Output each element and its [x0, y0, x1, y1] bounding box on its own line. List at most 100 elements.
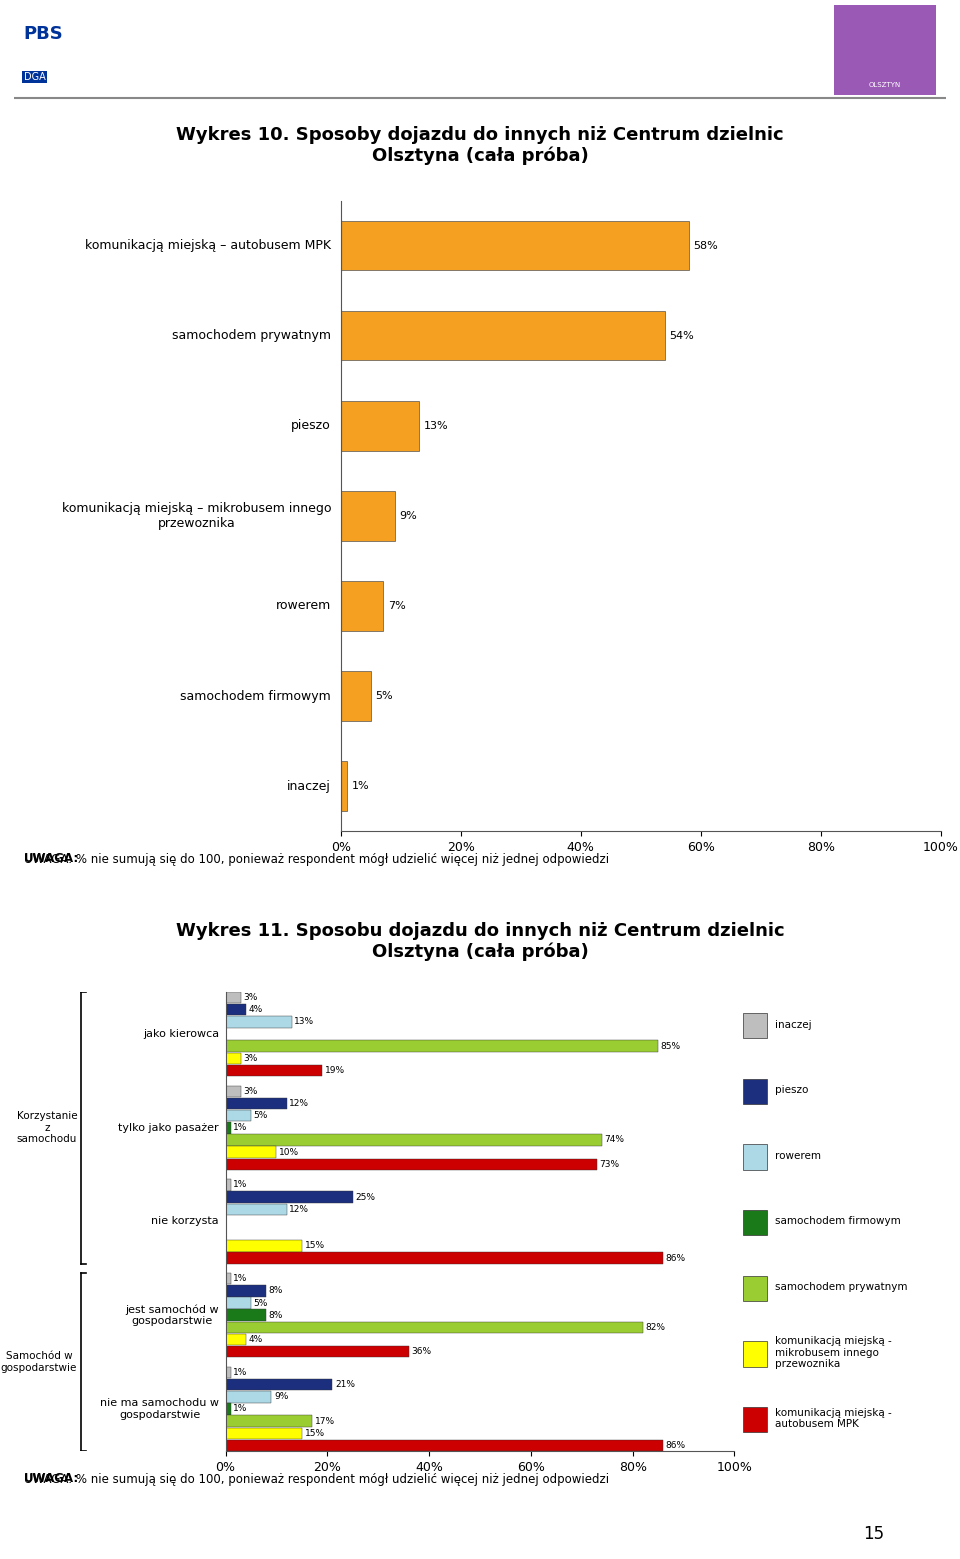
- Text: rowerem: rowerem: [276, 600, 331, 613]
- Text: OLSZTYN: OLSZTYN: [869, 83, 901, 87]
- Text: 1%: 1%: [233, 1124, 248, 1132]
- Text: samochodem firmowym: samochodem firmowym: [180, 689, 331, 703]
- Bar: [743, 1144, 767, 1169]
- Bar: [743, 1341, 767, 1367]
- Text: komunikacją miejską – autobusem MPK: komunikacją miejską – autobusem MPK: [85, 239, 331, 253]
- Text: 15%: 15%: [304, 1428, 324, 1437]
- Text: 19%: 19%: [324, 1066, 345, 1076]
- Text: 1%: 1%: [233, 1274, 248, 1283]
- Text: 82%: 82%: [645, 1324, 665, 1331]
- Text: komunikacją miejską – mikrobusem innego
przewoznika: komunikacją miejską – mikrobusem innego …: [61, 502, 331, 530]
- Text: 54%: 54%: [669, 331, 694, 341]
- Text: jako kierowca: jako kierowca: [143, 1029, 219, 1038]
- Text: Wykres 10. Sposoby dojazdu do innych niż Centrum dzielnic
Olsztyna (cała próba): Wykres 10. Sposoby dojazdu do innych niż…: [177, 126, 783, 165]
- Bar: [226, 1146, 276, 1158]
- Bar: [226, 1158, 597, 1171]
- Bar: [743, 1013, 767, 1038]
- Bar: [226, 1110, 252, 1121]
- Text: PBS: PBS: [24, 25, 63, 44]
- Text: samochodem prywatnym: samochodem prywatnym: [172, 329, 331, 343]
- Text: UWAGA: % nie sumują się do 100, ponieważ respondent mógł udzielić więcej niż jed: UWAGA: % nie sumują się do 100, ponieważ…: [24, 1473, 609, 1486]
- Text: 1%: 1%: [351, 781, 370, 790]
- Text: 85%: 85%: [660, 1041, 681, 1051]
- Bar: [226, 1378, 332, 1391]
- Bar: [341, 582, 383, 631]
- Bar: [341, 310, 664, 360]
- Text: 8%: 8%: [269, 1286, 283, 1296]
- Text: komunikacją miejską -
autobusem MPK: komunikacją miejską - autobusem MPK: [776, 1408, 892, 1430]
- Bar: [743, 1406, 767, 1433]
- Bar: [341, 401, 419, 451]
- Text: 74%: 74%: [605, 1135, 625, 1144]
- Text: 36%: 36%: [411, 1347, 431, 1356]
- Text: 5%: 5%: [375, 691, 394, 702]
- Bar: [743, 1210, 767, 1235]
- Text: pieszo: pieszo: [291, 419, 331, 432]
- Text: inaczej: inaczej: [287, 780, 331, 792]
- Text: 5%: 5%: [253, 1112, 268, 1119]
- Bar: [226, 1274, 230, 1285]
- Text: 58%: 58%: [693, 240, 718, 251]
- Text: 86%: 86%: [665, 1253, 685, 1263]
- Text: DGA: DGA: [24, 72, 45, 83]
- Text: 9%: 9%: [274, 1392, 288, 1402]
- Bar: [226, 1004, 246, 1015]
- Bar: [226, 1297, 252, 1310]
- Bar: [226, 1310, 266, 1320]
- Bar: [226, 1052, 241, 1065]
- Bar: [341, 761, 347, 811]
- Text: jest samochód w
gospodarstwie: jest samochód w gospodarstwie: [126, 1305, 219, 1327]
- Text: pieszo: pieszo: [776, 1085, 809, 1096]
- Bar: [226, 1239, 301, 1252]
- Text: inaczej: inaczej: [776, 1020, 812, 1029]
- Text: 13%: 13%: [295, 1018, 315, 1026]
- FancyBboxPatch shape: [834, 5, 936, 95]
- Text: 15: 15: [863, 1525, 884, 1543]
- Bar: [226, 1085, 241, 1098]
- Text: komunikacją miejską -
mikrobusem innego
przewoznika: komunikacją miejską - mikrobusem innego …: [776, 1336, 892, 1369]
- Bar: [226, 1322, 643, 1333]
- Text: 17%: 17%: [315, 1417, 335, 1425]
- Bar: [226, 1122, 230, 1133]
- Text: nie korzysta: nie korzysta: [152, 1216, 219, 1227]
- Bar: [226, 1191, 353, 1204]
- Text: tylko jako pasażer: tylko jako pasażer: [118, 1122, 219, 1133]
- Text: 8%: 8%: [269, 1311, 283, 1320]
- Text: samochodem firmowym: samochodem firmowym: [776, 1216, 901, 1227]
- Bar: [226, 1335, 246, 1345]
- Text: 12%: 12%: [289, 1205, 309, 1214]
- Text: UWAGA: % nie sumują się do 100, ponieważ respondent mógł udzielić więcej niż jed: UWAGA: % nie sumują się do 100, ponieważ…: [24, 853, 609, 865]
- Text: samochodem prywatnym: samochodem prywatnym: [776, 1281, 908, 1292]
- Bar: [226, 992, 241, 1004]
- Text: UWAGA:: UWAGA:: [24, 853, 79, 865]
- Text: UWAGA:: UWAGA:: [24, 1473, 79, 1486]
- Text: 1%: 1%: [233, 1405, 248, 1414]
- Bar: [226, 1367, 230, 1378]
- Text: 4%: 4%: [249, 1335, 263, 1344]
- Text: 9%: 9%: [399, 511, 418, 521]
- Text: 4%: 4%: [249, 1006, 263, 1015]
- Text: 5%: 5%: [253, 1299, 268, 1308]
- Bar: [743, 1275, 767, 1300]
- Text: nie ma samochodu w
gospodarstwie: nie ma samochodu w gospodarstwie: [100, 1398, 219, 1420]
- Text: 1%: 1%: [233, 1367, 248, 1377]
- Bar: [226, 1252, 663, 1264]
- Bar: [341, 672, 371, 720]
- Bar: [341, 221, 688, 270]
- Text: 25%: 25%: [355, 1193, 375, 1202]
- Text: Samochód w
gospodarstwie: Samochód w gospodarstwie: [1, 1352, 77, 1373]
- Bar: [226, 1391, 272, 1403]
- Text: 15%: 15%: [304, 1241, 324, 1250]
- Text: 1%: 1%: [233, 1180, 248, 1190]
- Bar: [226, 1135, 602, 1146]
- Bar: [743, 1079, 767, 1104]
- Text: rowerem: rowerem: [776, 1151, 822, 1161]
- Bar: [226, 1098, 287, 1108]
- Bar: [341, 491, 395, 541]
- Text: 3%: 3%: [244, 1087, 258, 1096]
- Text: 12%: 12%: [289, 1099, 309, 1108]
- Bar: [226, 1345, 409, 1358]
- Bar: [226, 1428, 301, 1439]
- Bar: [226, 1285, 266, 1297]
- Text: 73%: 73%: [600, 1160, 620, 1169]
